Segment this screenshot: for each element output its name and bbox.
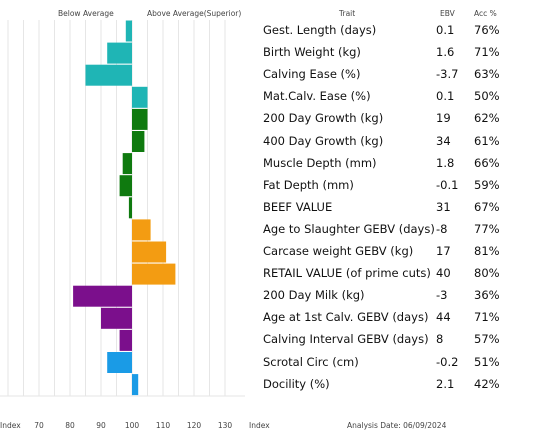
- trait-accuracy: 71%: [474, 45, 500, 60]
- trait-accuracy: 42%: [474, 376, 500, 391]
- trait-accuracy: 36%: [474, 288, 500, 303]
- trait-name: Muscle Depth (mm): [263, 155, 377, 170]
- analysis-date: Analysis Date: 06/09/2024: [347, 421, 447, 430]
- trait-name: Age at 1st Calv. GEBV (days): [263, 310, 429, 325]
- trait-accuracy: 81%: [474, 244, 500, 258]
- trait-ebv: 2.1: [436, 376, 455, 391]
- trait-ebv: 8: [436, 332, 444, 347]
- bar-5: [132, 108, 148, 130]
- below-average-label: Below Average: [58, 9, 114, 18]
- trait-name: BEEF VALUE: [263, 199, 333, 214]
- ebv-column-header: EBV: [440, 9, 455, 18]
- bar-4: [132, 86, 148, 108]
- trait-name: Carcase weight GEBV (kg): [263, 244, 414, 258]
- trait-ebv: 17: [436, 244, 451, 258]
- trait-ebv: -0.2: [436, 354, 459, 369]
- trait-accuracy: 57%: [474, 332, 500, 347]
- bar-9: [128, 197, 132, 219]
- x-tick-label: 110: [156, 421, 171, 430]
- bar-13: [73, 285, 132, 307]
- trait-accuracy: 71%: [474, 310, 500, 325]
- trait-ebv: -8: [436, 221, 448, 236]
- bar-15: [119, 329, 132, 351]
- trait-ebv: 0.1: [436, 23, 455, 37]
- bar-8: [119, 175, 132, 197]
- x-tick-label: 130: [218, 421, 233, 430]
- index-axis-label-left: Index: [0, 421, 21, 430]
- trait-ebv: 0.1: [436, 89, 455, 104]
- above-average-label: Above Average(Superior): [147, 9, 242, 18]
- x-tick-label: 90: [96, 421, 106, 430]
- index-axis-label-right: Index: [249, 421, 270, 430]
- trait-ebv: 40: [436, 266, 451, 281]
- bar-11: [132, 241, 167, 263]
- bar-6: [132, 131, 145, 152]
- bar-10: [132, 219, 151, 241]
- trait-ebv: 31: [436, 199, 451, 214]
- trait-name: Birth Weight (kg): [263, 45, 361, 60]
- trait-ebv: 19: [436, 111, 451, 126]
- trait-ebv: -3: [436, 288, 448, 303]
- trait-name: Calving Ease (%): [263, 67, 361, 82]
- bar-17: [132, 374, 139, 396]
- trait-name: Mat.Calv. Ease (%): [263, 89, 371, 104]
- bar-12: [132, 263, 176, 285]
- trait-name: Gest. Length (days): [263, 23, 377, 37]
- trait-name: Scrotal Circ (cm): [263, 354, 359, 369]
- trait-ebv: -3.7: [436, 67, 459, 82]
- trait-name: Age to Slaughter GEBV (days): [263, 221, 435, 236]
- bar-1: [125, 20, 132, 42]
- bar-3: [85, 64, 132, 86]
- trait-accuracy: 67%: [474, 199, 500, 214]
- trait-name: 200 Day Milk (kg): [263, 288, 365, 303]
- trait-ebv: 1.8: [436, 155, 455, 170]
- trait-accuracy: 77%: [474, 221, 500, 236]
- trait-column-header: Trait: [339, 9, 356, 18]
- bar-7: [122, 153, 132, 175]
- x-tick-label: 70: [34, 421, 44, 430]
- trait-accuracy: 61%: [474, 133, 500, 148]
- trait-accuracy: 80%: [474, 266, 500, 281]
- x-tick-label: 80: [65, 421, 75, 430]
- acc-column-header: Acc %: [474, 9, 497, 18]
- trait-accuracy: 66%: [474, 155, 500, 170]
- bar-16: [107, 352, 132, 373]
- trait-name: RETAIL VALUE (of prime cuts): [263, 266, 431, 281]
- trait-ebv: 44: [436, 310, 451, 325]
- trait-ebv: -0.1: [436, 177, 459, 192]
- trait-name: Fat Depth (mm): [263, 177, 354, 192]
- x-tick-label: 120: [187, 421, 202, 430]
- trait-name: Docility (%): [263, 376, 330, 391]
- trait-ebv: 1.6: [436, 45, 455, 60]
- trait-accuracy: 76%: [474, 23, 500, 37]
- x-tick-label: 100: [125, 421, 140, 430]
- trait-accuracy: 59%: [474, 177, 500, 192]
- trait-ebv: 34: [436, 133, 451, 148]
- trait-name: 200 Day Growth (kg): [263, 111, 384, 126]
- trait-accuracy: 51%: [474, 354, 500, 369]
- bar-2: [107, 42, 132, 64]
- bar-14: [101, 307, 132, 329]
- trait-accuracy: 50%: [474, 89, 500, 104]
- trait-name: 400 Day Growth (kg): [263, 133, 384, 148]
- trait-name: Calving Interval GEBV (days): [263, 332, 429, 347]
- trait-accuracy: 63%: [474, 67, 500, 82]
- trait-accuracy: 62%: [474, 111, 500, 126]
